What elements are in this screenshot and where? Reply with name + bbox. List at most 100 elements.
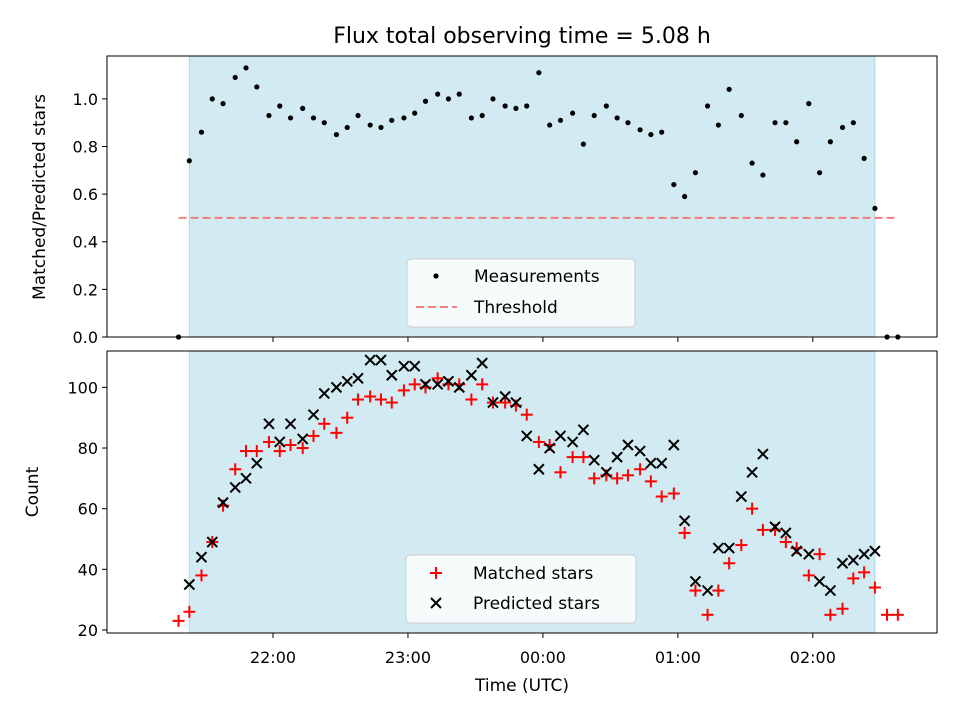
measurement-point [300,105,306,111]
top-legend: Measurements Threshold [406,258,636,328]
matched-star-point [374,393,387,406]
top-panel: 0.0 0.2 0.4 0.6 0.8 1.0 Flux total observing … [30,24,938,347]
predicted-star-point [847,554,860,566]
predicted-star-point [689,575,702,588]
measurement-point [591,112,597,119]
predicted-star-point [769,521,781,533]
matched-star-point [701,608,714,621]
matched-star-point [611,472,624,485]
matched-star-point [554,466,567,479]
top-legend-box [406,258,636,328]
predicted-star-point [318,387,330,400]
matched-star-point [465,393,478,406]
measurement-point [254,84,260,90]
predicted-star-point [858,548,870,560]
matched-star-point [735,539,748,552]
predicted-star-point [566,436,579,448]
measurement-point [772,120,778,126]
predicted-star-point [757,448,769,460]
matched-star-point [566,451,579,464]
measurement-point [490,96,496,102]
predicted-star-point [668,439,680,451]
matched-star-point [364,390,377,403]
legend-label-threshold: Threshold [473,298,558,318]
measurement-point [659,129,665,135]
measurement-point [625,120,631,126]
matched-star-point [240,445,253,458]
matched-star-point [577,451,590,464]
matched-star-point [499,396,512,409]
predicted-star-point [251,457,263,469]
bottom-legend-box [405,554,637,624]
x-tick-label: 23:00 [385,648,431,667]
measurement-point [344,124,350,131]
matched-star-point [397,384,410,397]
bottom-legend: Matched stars Predicted stars [405,554,637,624]
measurement-point [355,112,361,119]
predicted-star-point [634,445,646,457]
legend-label-measurements: Measurements [474,267,600,287]
matched-star-point [689,584,702,597]
y-tick-label: 0.0 [73,328,98,347]
y-tick-label: 60 [78,500,98,519]
predicted-star-point [813,575,826,588]
predicted-star-point [431,378,444,391]
matched-star-point [847,572,860,585]
predicted-star-point [678,515,691,527]
measurement-point [277,103,283,109]
measurement-point [726,86,732,92]
measurement-point [682,193,688,200]
predicted-star-point [409,360,421,372]
matched-star-point [836,602,849,615]
matched-star-point [868,581,881,594]
matched-star-point [172,614,185,627]
measurement-point [310,115,317,121]
measurement-point [456,91,462,97]
matched-star-point [712,584,725,597]
measurement-point [715,122,721,128]
y-tick-label: 80 [78,439,98,458]
measurement-point [704,103,711,109]
matched-star-point [634,463,647,476]
measurement-point [232,74,238,81]
predicted-star-point [217,496,229,509]
y-tick-label: 20 [78,621,98,640]
predicted-star-point [869,545,881,557]
measurement-point [333,131,340,138]
predicted-star-point [533,463,545,475]
matched-star-point [229,463,242,476]
predicted-star-point [465,369,478,381]
top-y-ticks: 0.0 0.2 0.4 0.6 0.8 1.0 [73,90,107,347]
matched-star-point [330,426,343,439]
predicted-star-point [419,378,432,391]
measurement-point [861,155,867,161]
matched-star-point [408,378,421,391]
matched-star-point [385,396,398,409]
predicted-star-point [803,548,815,560]
matched-star-point [341,411,354,424]
legend-plus-marker [430,567,442,579]
measurement-point [580,141,587,147]
measurement-point [378,124,384,131]
matched-star-point [273,445,286,458]
measurement-point [692,170,699,176]
measurement-point [367,122,373,128]
matched-star-point [802,569,815,582]
measurement-point [816,170,823,176]
predicted-star-point [453,381,465,394]
matched-star-point [678,526,691,539]
y-tick-label: 1.0 [73,90,98,109]
measurement-point [287,115,294,121]
matched-star-point [756,523,769,536]
matched-star-point [262,435,275,448]
matched-star-point [195,569,208,582]
predicted-stars-points [183,354,881,597]
measurement-point [422,98,429,104]
predicted-star-point [780,527,792,539]
measurement-point [536,70,542,76]
measurement-point [220,101,226,107]
measurement-point [435,91,441,97]
matched-star-point [284,439,297,451]
predicted-star-point [442,375,455,388]
